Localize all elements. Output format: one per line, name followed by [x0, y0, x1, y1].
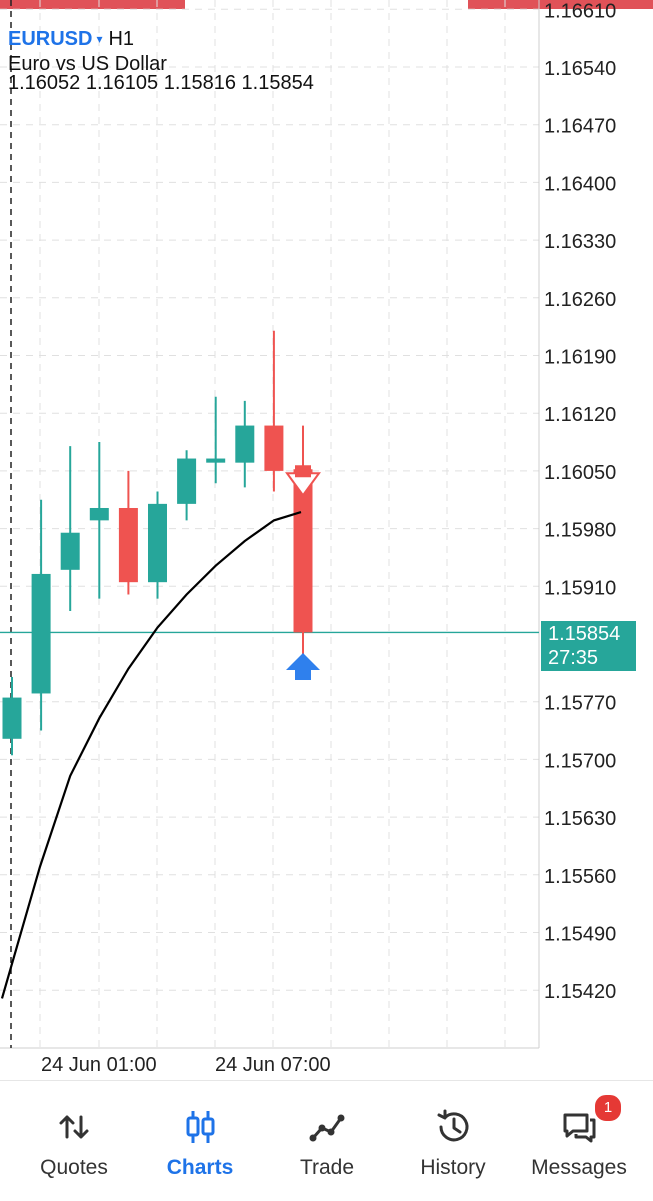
top-right-red-bar: [468, 0, 653, 9]
x-axis-label: 24 Jun 01:00: [41, 1054, 157, 1076]
y-axis-label: 1.16610: [544, 0, 616, 22]
history-clock-icon: [437, 1109, 469, 1142]
nav-quotes[interactable]: Quotes: [9, 1081, 139, 1201]
price-chart[interactable]: 1.16610 1.16540 1.16470 1.16400 1.16330 1.162…: [0, 0, 653, 1080]
nav-history[interactable]: History: [388, 1081, 518, 1201]
y-axis-label: 1.16120: [544, 404, 616, 426]
symbol-description: Euro vs US Dollar: [8, 53, 167, 75]
y-axis-label: 1.16330: [544, 231, 616, 253]
y-axis-label: 1.16400: [544, 173, 616, 195]
nav-trade[interactable]: Trade: [262, 1081, 392, 1201]
candle-body: [264, 425, 284, 471]
bottom-navigation: Quotes Charts Trade History: [0, 1080, 653, 1201]
y-axis-label: 1.15630: [544, 808, 616, 830]
candle-body: [235, 425, 255, 463]
charts-candles-icon: [186, 1111, 215, 1143]
y-axis-label: 1.15980: [544, 520, 616, 542]
timeframe-label[interactable]: H1: [108, 28, 135, 50]
current-price-tag: 1.15854 27:35: [541, 621, 636, 671]
quotes-arrows-icon: [59, 1115, 89, 1139]
candle-body: [148, 503, 167, 583]
candle-body: [2, 697, 22, 739]
candle-body: [89, 507, 109, 521]
candle-body: [118, 507, 138, 583]
current-price-value: 1.15854: [548, 623, 621, 645]
candle-body: [177, 458, 197, 504]
nav-charts-label: Charts: [166, 1156, 234, 1179]
x-axis-label: 24 Jun 07:00: [215, 1054, 331, 1076]
y-axis-label: 1.15770: [544, 693, 616, 715]
candle-body: [31, 573, 51, 694]
messages-chat-icon: [563, 1113, 596, 1143]
y-axis-label: 1.16050: [544, 462, 616, 484]
nav-messages-label: Messages: [531, 1156, 627, 1179]
y-axis-label: 1.15560: [544, 866, 616, 888]
ohlc-values: 1.16052 1.16105 1.15816 1.15854: [8, 72, 314, 94]
sell-arrow-icon: [295, 465, 311, 478]
bar-countdown: 27:35: [548, 647, 599, 669]
candle-body: [293, 469, 313, 633]
y-axis-label: 1.16540: [544, 58, 616, 80]
symbol-label[interactable]: EURUSD: [8, 28, 93, 50]
y-axis-label: 1.16260: [544, 289, 616, 311]
symbol-dropdown-icon[interactable]: ▾: [96, 32, 103, 46]
top-left-red-bar: [0, 0, 185, 9]
y-axis-label: 1.16470: [544, 116, 616, 138]
trade-line-icon: [309, 1114, 345, 1142]
y-axis-label: 1.15420: [544, 981, 616, 1003]
nav-trade-label: Trade: [299, 1156, 355, 1179]
y-axis-label: 1.15700: [544, 750, 616, 772]
moving-average-line: [0, 511, 302, 999]
y-axis-label: 1.15490: [544, 924, 616, 946]
top-status-strip: [0, 0, 653, 9]
nav-charts[interactable]: Charts: [135, 1081, 265, 1201]
y-axis-label: 1.15910: [544, 577, 616, 599]
buy-arrow-icon: [286, 653, 320, 680]
nav-quotes-label: Quotes: [40, 1156, 108, 1179]
messages-badge: 1: [593, 1093, 623, 1123]
candle-body: [206, 458, 226, 463]
candle-body: [60, 532, 80, 570]
nav-history-label: History: [420, 1156, 486, 1179]
y-axis-label: 1.16190: [544, 347, 616, 369]
nav-messages[interactable]: 1 Messages: [514, 1081, 644, 1201]
chart-header[interactable]: EURUSD ▾ H1: [8, 28, 134, 50]
